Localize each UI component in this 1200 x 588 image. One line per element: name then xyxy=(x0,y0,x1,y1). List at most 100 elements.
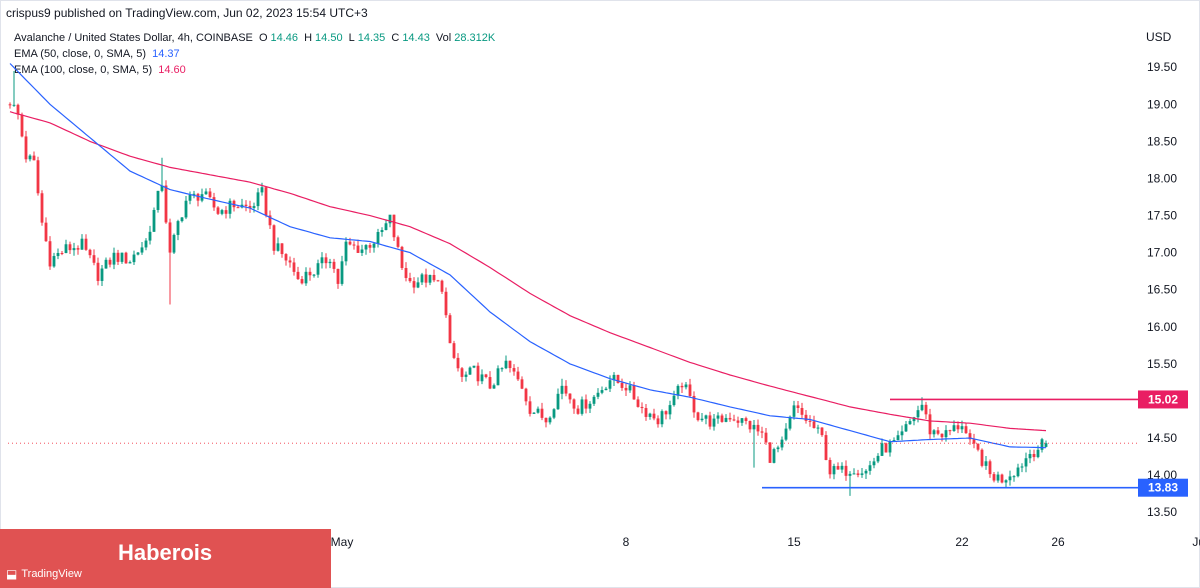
candle-body xyxy=(672,395,676,406)
candle-body xyxy=(8,104,12,106)
candle-body xyxy=(560,385,564,394)
candle-body xyxy=(1004,480,1008,483)
candle-body xyxy=(860,473,864,475)
candle-body xyxy=(296,271,300,280)
candle-body xyxy=(336,268,340,284)
candle-body xyxy=(968,433,972,440)
candle-body xyxy=(824,435,828,460)
candle-body xyxy=(652,413,656,419)
candle-body xyxy=(480,374,484,382)
candle-body xyxy=(524,388,528,402)
ema100-value: 14.60 xyxy=(158,64,186,76)
legend-symbol-row[interactable]: Avalanche / United States Dollar, 4h, CO… xyxy=(14,30,498,46)
candle-body xyxy=(828,459,832,475)
candle-body xyxy=(328,261,332,264)
candle-body xyxy=(896,435,900,441)
candle-body xyxy=(464,374,468,377)
legend-ema50-row[interactable]: EMA (50, close, 0, SMA, 5) 14.37 xyxy=(14,46,498,62)
candle-body xyxy=(980,449,984,466)
candle-body xyxy=(260,187,264,193)
candle-body xyxy=(976,443,980,450)
candle-body xyxy=(832,466,836,475)
candle-body xyxy=(392,214,396,238)
candle-body xyxy=(500,368,504,370)
candle-body xyxy=(1032,453,1036,458)
candle-body xyxy=(428,274,432,283)
candle-body xyxy=(396,237,400,247)
candle-body xyxy=(676,385,680,396)
watermark-text: Haberois xyxy=(118,540,213,565)
candle-body xyxy=(148,231,152,241)
candle-body xyxy=(116,252,120,262)
candle-body xyxy=(356,245,360,253)
candle-body xyxy=(228,200,232,214)
candle-body xyxy=(316,263,320,275)
candle-body xyxy=(636,399,640,407)
candle-body xyxy=(128,262,132,264)
legend-ema100-row[interactable]: EMA (100, close, 0, SMA, 5) 14.60 xyxy=(14,62,498,78)
candle-body xyxy=(348,241,352,245)
resistance-price-tag-label: 15.02 xyxy=(1148,392,1178,406)
candle-body xyxy=(408,277,412,282)
candle-body xyxy=(964,426,968,434)
candle-body xyxy=(1036,449,1040,458)
support-price-tag-label: 13.83 xyxy=(1148,481,1178,495)
candle-body xyxy=(696,412,700,421)
candle-body xyxy=(168,222,172,253)
y-tick-label: 17.00 xyxy=(1147,246,1177,260)
y-tick-label: 18.50 xyxy=(1147,134,1177,148)
candle-body xyxy=(852,473,856,475)
candle-body xyxy=(160,185,164,191)
candle-body xyxy=(24,136,28,160)
watermark-banner xyxy=(0,529,331,588)
tradingview-logo[interactable]: ⬓ TradingView xyxy=(6,567,82,581)
candle-body xyxy=(280,243,284,255)
candle-body xyxy=(308,271,312,276)
candle-body xyxy=(740,418,744,423)
candle-body xyxy=(760,431,764,433)
candle-body xyxy=(888,441,892,453)
candle-body xyxy=(252,206,256,208)
candle-body xyxy=(416,282,420,288)
candle-body xyxy=(648,413,652,417)
candle-body xyxy=(208,191,212,198)
candle-body xyxy=(724,417,728,422)
y-tick-label: 18.00 xyxy=(1147,171,1177,185)
low-label: L xyxy=(348,32,355,44)
candle-body xyxy=(632,385,636,400)
candle-body xyxy=(536,408,540,413)
candle-body xyxy=(540,408,544,418)
candle-body xyxy=(788,416,792,429)
y-tick-label: 14.50 xyxy=(1147,431,1177,445)
candle-body xyxy=(412,281,416,288)
candle-body xyxy=(644,408,648,417)
candle-body xyxy=(640,406,644,409)
candle-body xyxy=(268,215,272,226)
candle-body xyxy=(264,187,268,216)
low-value: 14.35 xyxy=(357,32,386,44)
candle-body xyxy=(68,244,72,251)
candle-body xyxy=(800,407,804,415)
candle-body xyxy=(988,461,992,475)
candle-body xyxy=(284,254,288,261)
candle-body xyxy=(668,405,672,415)
candle-body xyxy=(420,274,424,283)
candle-body xyxy=(12,104,16,106)
candle-body xyxy=(620,382,624,388)
candle-body xyxy=(576,408,580,414)
candle-body xyxy=(628,385,632,391)
candle-body xyxy=(352,244,356,246)
candle-body xyxy=(732,419,736,421)
volume-label: Vol xyxy=(435,32,452,44)
candle-body xyxy=(796,405,800,408)
candle-body xyxy=(220,210,224,214)
y-tick-label: 13.50 xyxy=(1147,505,1177,519)
candle-body xyxy=(388,214,392,224)
candle-body xyxy=(372,243,376,248)
resistance-price-tag xyxy=(1138,390,1188,409)
candle-body xyxy=(920,404,924,411)
candle-body xyxy=(244,204,248,206)
high-label: H xyxy=(304,32,313,44)
currency-label[interactable]: USD xyxy=(1146,30,1172,44)
